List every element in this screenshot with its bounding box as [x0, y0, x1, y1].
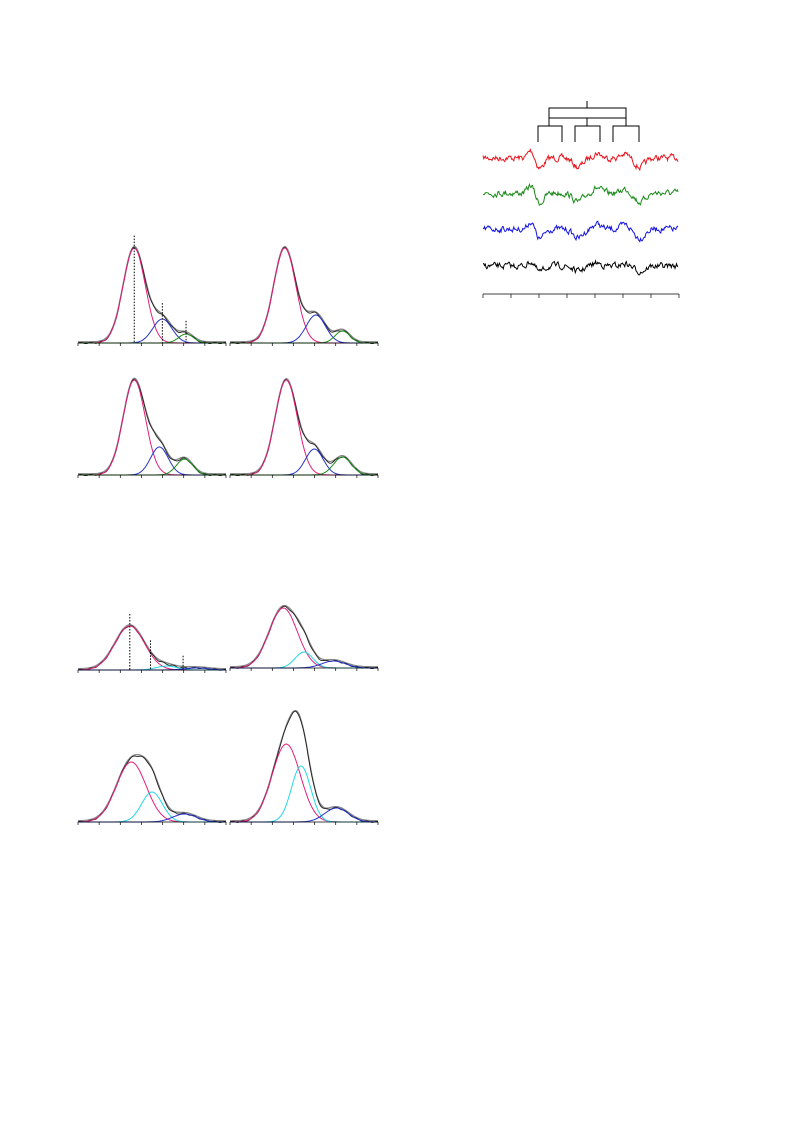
- component-curve: [230, 743, 378, 823]
- measured-curve: [229, 605, 379, 670]
- component-curve: [230, 807, 378, 823]
- sum-envelope: [230, 246, 378, 343]
- dendro-link: [612, 125, 640, 142]
- signal-trace: [483, 220, 679, 243]
- fit-panel: [77, 753, 227, 825]
- component-curve: [78, 446, 226, 476]
- signal-trace: [482, 259, 679, 276]
- dendrogram: [537, 101, 640, 142]
- fit-panel: [77, 235, 227, 346]
- component-curve: [230, 379, 378, 476]
- measured-curve: [229, 710, 378, 823]
- measured-curve: [77, 378, 227, 477]
- fit-panel: [229, 246, 379, 346]
- component-curve: [230, 448, 378, 476]
- signal-trace: [482, 147, 679, 172]
- sum-envelope: [230, 709, 378, 822]
- component-curve: [230, 247, 378, 344]
- fit-panel: [229, 377, 379, 478]
- dendro-link: [548, 107, 627, 118]
- component-curve: [78, 625, 226, 671]
- sum-envelope: [229, 604, 378, 668]
- fit-panel: [77, 613, 227, 673]
- fit-panel: [77, 377, 227, 478]
- measured-curve: [77, 755, 226, 823]
- component-curve: [78, 791, 226, 823]
- component-curve: [229, 607, 378, 669]
- dendro-link: [574, 125, 601, 142]
- fit-panel: [229, 709, 379, 825]
- fit-panel: [229, 604, 379, 671]
- component-curve: [230, 765, 378, 823]
- sum-envelope: [78, 753, 226, 822]
- sum-envelope: [78, 245, 226, 343]
- dendro-link: [537, 125, 563, 142]
- component-curve: [78, 318, 226, 344]
- sum-envelope: [78, 624, 226, 670]
- sum-envelope: [78, 377, 226, 475]
- sum-envelope: [230, 377, 378, 475]
- signal-trace: [482, 182, 679, 206]
